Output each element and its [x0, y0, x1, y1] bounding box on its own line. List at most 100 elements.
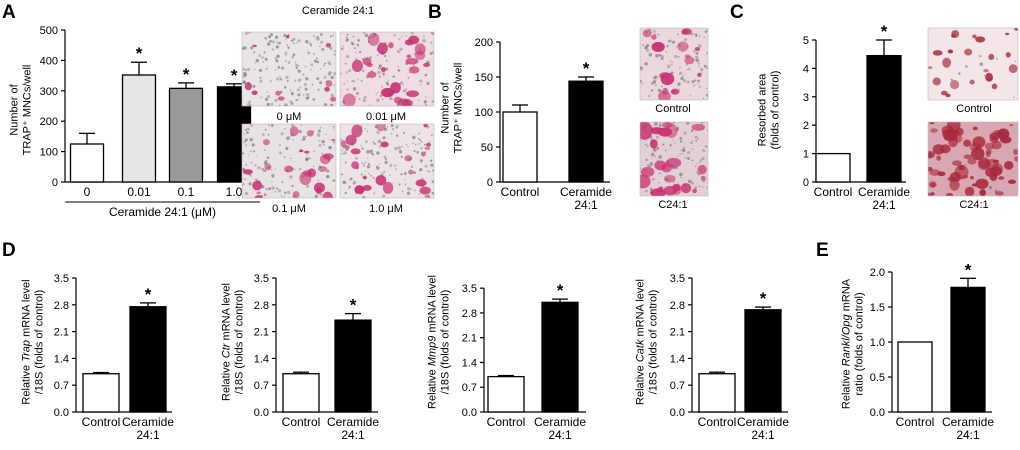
- y-tick-label: 0.7: [670, 380, 685, 392]
- panel-label-c: C: [730, 2, 744, 23]
- y-axis-label: Relative Ctr mRNA level/18S (folds of co…: [221, 283, 246, 401]
- micrograph-b-control: [639, 27, 709, 101]
- panel-label-e: E: [816, 240, 829, 261]
- y-tick-label: 2.8: [462, 308, 477, 320]
- chart-d-trap: 0.0 0.7 1.4 2.1 2.8 3.5 Relative Trap mRNA lev…: [21, 273, 175, 442]
- micrograph-a-label-2: 0.1 μM: [272, 203, 306, 215]
- y-tick-label: 2.8: [670, 300, 685, 312]
- x-tick-label: 24:1: [548, 428, 572, 442]
- x-tick-label: Ceramide: [534, 415, 586, 429]
- y-tick-label: 1: [803, 149, 809, 161]
- y-tick-label: 4: [803, 63, 809, 75]
- y-tick-label: 2.1: [670, 327, 685, 339]
- y-tick-label: 300: [40, 86, 58, 98]
- y-tick-label: 100: [40, 147, 58, 159]
- x-tick-label: Ceramide: [327, 415, 379, 429]
- micrograph-a-label-1: 0.01 μM: [366, 111, 406, 123]
- y-axis-label: Number ofTRAP⁺ MNCs/well: [9, 65, 34, 156]
- y-tick-label: 3.5: [54, 273, 69, 285]
- y-tick-label: 1.5: [870, 302, 885, 314]
- bar: [541, 301, 579, 413]
- y-tick-label: 2.1: [54, 327, 69, 339]
- y-tick-label: 2.1: [462, 333, 477, 345]
- micrograph-b-label-c24: C24:1: [658, 199, 687, 211]
- bar: [568, 80, 604, 183]
- x-tick-label: Control: [896, 415, 935, 429]
- y-tick-label: 200: [40, 116, 58, 128]
- x-tick-label: 24:1: [956, 428, 980, 442]
- bar: [82, 373, 120, 413]
- micrograph-a-0um: [241, 31, 337, 107]
- panel-label-a: A: [2, 2, 16, 23]
- chart-b: 0 50 100 150 200 Number ofTRAP⁺ MNCs/well Cont…: [440, 37, 613, 212]
- bar: [744, 309, 782, 413]
- bar: [168, 87, 204, 183]
- x-tick-label: 0.1: [178, 185, 195, 199]
- y-tick-label: 50: [481, 142, 493, 154]
- y-tick-label: 2.0: [870, 267, 885, 279]
- bar: [866, 54, 902, 183]
- chart-e: 0.0 0.5 1.0 1.5 2.0 Relative Rankl/Opg mRNAra…: [841, 260, 995, 442]
- micrograph-a-1um: [339, 123, 435, 199]
- bar: [121, 74, 157, 183]
- chart-d-ctr: 0.0 0.7 1.4 2.1 2.8 3.5 Relative Ctr mRNA leve…: [221, 273, 380, 442]
- y-tick-label: 150: [475, 72, 493, 84]
- y-tick-label: 0.5: [870, 372, 885, 384]
- significance-star: *: [557, 281, 564, 300]
- x-tick-label: 24:1: [751, 428, 775, 442]
- y-tick-label: 5: [803, 35, 809, 47]
- bar: [69, 143, 105, 183]
- y-tick-label: 1.4: [54, 353, 69, 365]
- y-axis-label: Relative Trap mRNA level/18S (folds of c…: [21, 279, 46, 404]
- x-tick-label: Control: [82, 415, 121, 429]
- x-tick-label: 24:1: [574, 198, 598, 212]
- significance-star: *: [965, 260, 972, 279]
- y-tick-label: 200: [475, 37, 493, 49]
- micrograph-c-control: [927, 27, 1019, 101]
- y-axis-label: Number ofTRAP⁺ MNCs/well: [440, 63, 465, 154]
- y-axis-label: Relative Catk mRNA level/18S (folds of c…: [635, 279, 660, 405]
- panel-label-b: B: [428, 2, 442, 23]
- y-tick-label: 0.7: [54, 380, 69, 392]
- significance-star: *: [583, 59, 590, 78]
- y-tick-label: 1.4: [670, 353, 685, 365]
- bar: [487, 375, 525, 413]
- x-tick-label: Ceramide: [737, 415, 789, 429]
- micrograph-c-c24: [927, 121, 1019, 197]
- y-axis-label: Relative Mmp9 mRNA level/18S (folds of c…: [427, 275, 452, 409]
- y-tick-label: 0.0: [670, 407, 685, 419]
- y-tick-label: 2.1: [254, 327, 269, 339]
- y-tick-label: 2.8: [254, 300, 269, 312]
- y-tick-label: 0.0: [870, 407, 885, 419]
- bar: [897, 341, 933, 413]
- significance-star: *: [136, 44, 143, 63]
- micrograph-c-label-control: Control: [956, 103, 991, 115]
- x-tick-label: 24:1: [872, 198, 896, 212]
- y-tick-label: 0: [803, 177, 809, 189]
- bar: [698, 373, 736, 413]
- y-tick-label: 2.8: [54, 300, 69, 312]
- micrograph-a-01um: [241, 123, 337, 199]
- chart-d-mmp9: 0.0 0.7 1.4 2.1 2.8 3.5 Relative Mmp9 mRNA lev…: [427, 275, 587, 442]
- significance-star: *: [350, 296, 357, 315]
- micrograph-a-title: Ceramide 24:1: [302, 5, 374, 17]
- y-tick-label: 1.4: [254, 353, 269, 365]
- bar: [815, 152, 851, 183]
- y-tick-label: 3: [803, 92, 809, 104]
- x-tick-label: Ceramide: [122, 415, 174, 429]
- x-tick-label: 1.0: [226, 185, 243, 199]
- significance-star: *: [145, 285, 152, 304]
- chart-d-catk: 0.0 0.7 1.4 2.1 2.8 3.5 Relative Catk mRNA lev…: [635, 273, 790, 442]
- significance-star: *: [231, 66, 238, 85]
- y-tick-label: 2: [803, 120, 809, 132]
- micrograph-b-label-control: Control: [655, 103, 690, 115]
- y-tick-label: 3.5: [254, 273, 269, 285]
- x-tick-label: 0: [84, 185, 91, 199]
- significance-star: *: [760, 289, 767, 308]
- significance-star: *: [183, 65, 190, 84]
- x-tick-label: 24:1: [136, 428, 160, 442]
- chart-c: 0 1 2 3 4 5 Resorbed area(folds of control) Con…: [757, 22, 911, 212]
- micrograph-a-label-3: 1.0 μM: [369, 203, 403, 215]
- significance-star: *: [881, 22, 888, 41]
